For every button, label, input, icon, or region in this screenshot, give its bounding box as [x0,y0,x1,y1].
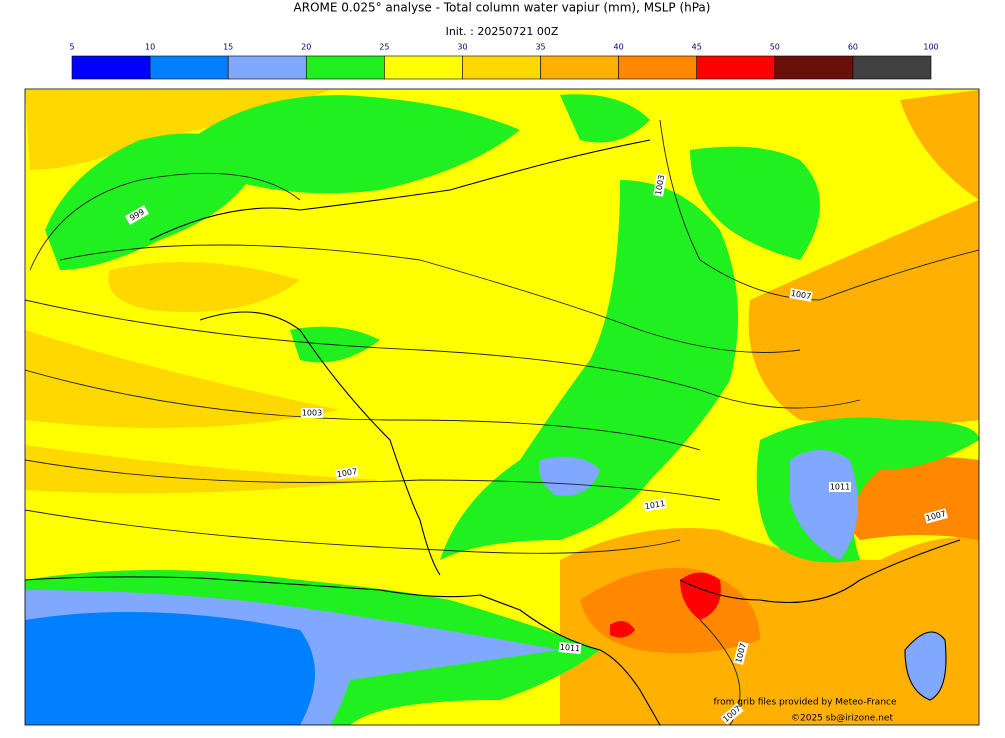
isobar-label-bg [924,508,948,524]
field-green [440,180,738,560]
isobar-label: 1011 [830,483,850,492]
credit: from grib files provided by Meteo-France [713,698,896,708]
isobar-label: 1011 [559,643,580,654]
isobar-label-bg [301,408,323,418]
title: AROME 0.025° analyse - Total column wate… [294,1,711,15]
isobar-label-bg [653,173,667,197]
field-orange [108,262,300,312]
colorbar-bin [227,55,307,80]
isobar [25,509,681,554]
isobar [29,172,301,271]
colorbar-tick-label: 20 [301,43,311,52]
field-green [45,133,260,270]
isobar-label-bg [558,642,582,654]
colorbar-tick-label: 35 [535,43,545,52]
credit: ©2025 sb@irizone.net [791,714,893,724]
colorbar-tick-label: 40 [614,43,624,52]
field-red-orange [837,456,979,540]
field-orange [900,90,979,200]
colorbar-bin [618,55,698,80]
colorbar-bin [540,55,619,80]
field-green [690,146,820,260]
field-orange [748,200,979,425]
isobar-label-bg [335,466,359,480]
isobar [25,299,861,409]
isobar-label-bg [829,482,851,492]
isobar [659,119,979,301]
colorbar-tick-label: 50 [770,43,780,52]
isobar-label: 1007 [336,467,358,479]
coastline [25,576,661,725]
isobar [25,369,701,451]
coastline [149,139,651,241]
field-light-blue [539,456,600,496]
colorbar-bin [71,55,151,80]
isobar-label: 1003 [654,174,666,196]
colorbar-tick-label: 5 [69,43,74,52]
field-green [560,94,650,143]
field-green [190,95,520,194]
isobar-label: 1011 [644,499,666,511]
colorbar-bin [852,55,932,80]
isobar [59,244,801,353]
field-orange [25,445,380,494]
colorbar-bin [149,55,229,80]
colorbar-bin [384,55,463,80]
colorbar-bin [305,55,385,80]
map-frame [24,88,980,726]
colorbar-tick-label: 15 [223,43,233,52]
coastline [679,539,961,604]
coastline [904,631,947,701]
field-orange [25,330,340,428]
isobar-label: 1007 [790,289,812,301]
field-light-blue [905,632,946,700]
colorbar-tick-label: 25 [379,43,389,52]
isobar-label-bg [789,288,813,302]
colorbar-tick-label: 10 [145,43,155,52]
field-light-blue [790,450,858,560]
isobar-label-bg [720,703,744,725]
field-red [610,621,635,638]
colorbar: 5 10 15 20 25 30 35 40 45 50 60 100 [69,43,939,80]
isobar [25,459,721,501]
isobar-label-bg [124,205,150,225]
isobar-label-bg [643,498,667,512]
field-blue [25,612,315,725]
init-time: Init. : 20250721 00Z [446,25,559,38]
colorbar-tick-label: 45 [692,43,702,52]
colorbar-tick-label: 60 [848,43,858,52]
isobar-label-bg [733,641,749,665]
colorbar-tick-label: 30 [457,43,467,52]
coastline [199,311,441,576]
colorbar-bin [462,55,541,80]
isobar-label: 1003 [302,409,322,418]
colorbar-bin [696,55,776,80]
colorbar-bin [774,55,854,80]
colorbar-tick-label: 100 [923,43,938,52]
